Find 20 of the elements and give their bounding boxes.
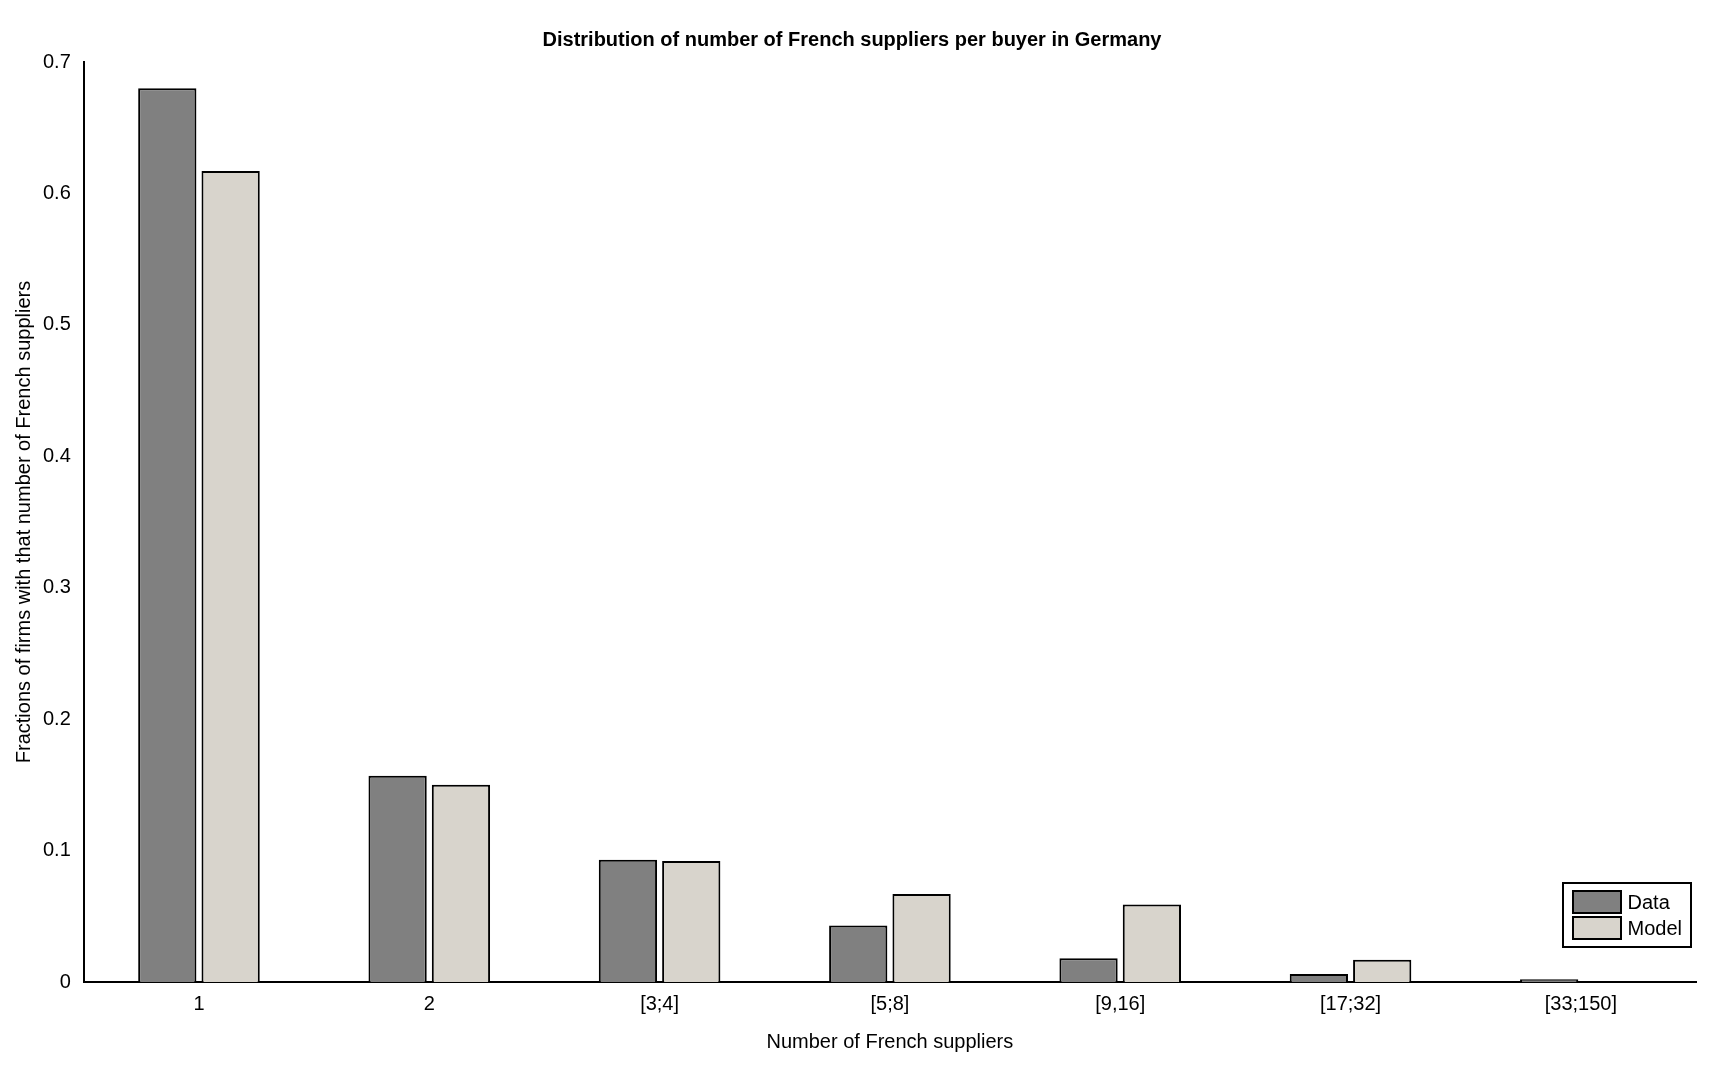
y-axis-title: Fractions of firms with that number of French suppliers: [11, 280, 34, 764]
x-tick-label: 2: [423, 991, 435, 1014]
x-tick-label: [3;4]: [640, 991, 680, 1014]
y-tick-label: 0.2: [42, 706, 71, 729]
x-tick-label: [17;32]: [1319, 991, 1382, 1014]
x-tick-label: [9,16]: [1095, 991, 1146, 1014]
y-tick-label: 0.5: [42, 312, 71, 335]
legend-label: Model: [1627, 916, 1682, 940]
x-tick-label: [5;8]: [870, 991, 910, 1014]
y-tick-label: 0.4: [42, 443, 71, 466]
x-axis-title: Number of French suppliers: [766, 1029, 1014, 1052]
y-tick-label: 0.3: [42, 575, 71, 598]
y-tick-label: 0.6: [42, 180, 71, 203]
y-tick-label: 0.7: [42, 49, 71, 72]
y-tick-label: 0.1: [42, 838, 71, 861]
x-tick-label: [33;150]: [1544, 991, 1617, 1014]
chart-title: Distribution of number of French suppliers per buyer in Germany: [542, 27, 1163, 50]
x-tick-label: 1: [193, 991, 205, 1014]
y-tick-label: 0: [59, 969, 71, 992]
legend-label: Data: [1627, 890, 1670, 914]
